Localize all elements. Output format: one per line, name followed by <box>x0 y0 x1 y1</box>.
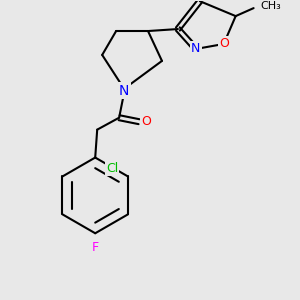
Text: N: N <box>191 43 200 56</box>
Text: N: N <box>119 84 129 98</box>
Text: Cl: Cl <box>106 162 118 175</box>
Text: O: O <box>219 38 229 50</box>
Text: CH₃: CH₃ <box>261 1 281 11</box>
Text: O: O <box>141 115 151 128</box>
Text: F: F <box>92 241 99 254</box>
